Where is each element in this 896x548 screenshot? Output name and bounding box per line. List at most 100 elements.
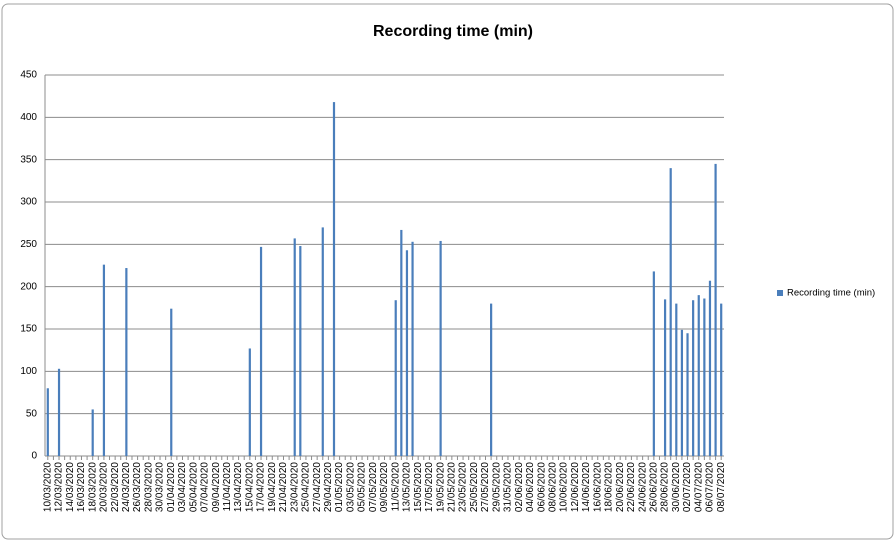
- bar: [697, 295, 700, 456]
- x-tick-label: 07/05/2020: [368, 462, 379, 512]
- bar: [490, 303, 493, 456]
- x-tick-label: 28/03/2020: [143, 462, 154, 512]
- x-tick-label: 08/07/2020: [716, 462, 727, 512]
- x-tick-label: 03/05/2020: [345, 462, 356, 512]
- x-tick-label: 02/07/2020: [682, 462, 693, 512]
- bar: [714, 163, 717, 456]
- bar: [708, 280, 712, 456]
- x-tick-label: 14/03/2020: [65, 462, 76, 512]
- x-tick-label: 19/04/2020: [267, 462, 278, 512]
- x-tick-label: 01/04/2020: [166, 462, 177, 512]
- x-tick-label: 08/06/2020: [547, 462, 558, 512]
- x-tick-label: 23/05/2020: [458, 462, 469, 512]
- x-tick-label: 11/05/2020: [390, 462, 401, 512]
- x-tick-label: 22/06/2020: [626, 462, 637, 512]
- bar: [332, 102, 336, 457]
- bar: [259, 246, 263, 456]
- bar: [293, 238, 296, 456]
- x-tick-label: 15/05/2020: [413, 462, 424, 512]
- bar: [680, 329, 684, 456]
- x-tick-label: 29/04/2020: [323, 462, 334, 512]
- x-tick-label: 17/05/2020: [424, 462, 435, 512]
- x-tick-label: 23/04/2020: [289, 462, 300, 512]
- bar: [405, 250, 409, 456]
- bar: [686, 333, 689, 456]
- x-tick-label: 18/06/2020: [604, 462, 615, 512]
- bar: [669, 168, 672, 456]
- bar: [411, 241, 414, 456]
- bar: [703, 298, 706, 456]
- y-tick-label: 300: [20, 197, 37, 208]
- y-tick-label: 100: [20, 366, 37, 377]
- x-tick-label: 24/06/2020: [637, 462, 648, 512]
- x-tick-label: 31/05/2020: [503, 462, 514, 512]
- x-tick-label: 13/04/2020: [233, 462, 244, 512]
- bar: [394, 300, 397, 456]
- x-tick-label: 22/03/2020: [110, 462, 121, 512]
- x-tick-label: 16/06/2020: [592, 462, 603, 512]
- x-tick-label: 26/06/2020: [648, 462, 659, 512]
- x-tick-label: 18/03/2020: [87, 462, 98, 512]
- x-tick-label: 07/04/2020: [200, 462, 211, 512]
- y-tick-label: 400: [20, 112, 37, 123]
- y-tick-label: 350: [20, 154, 37, 165]
- x-tick-label: 16/03/2020: [76, 462, 87, 512]
- bar: [439, 240, 442, 456]
- x-tick-label: 30/06/2020: [671, 462, 682, 512]
- bar: [675, 303, 678, 456]
- x-tick-label: 09/04/2020: [211, 462, 222, 512]
- bar: [321, 227, 324, 456]
- y-tick-label: 250: [20, 239, 37, 250]
- x-tick-label: 05/05/2020: [357, 462, 368, 512]
- bar: [46, 388, 49, 456]
- x-tick-label: 20/03/2020: [99, 462, 110, 512]
- x-tick-label: 10/06/2020: [559, 462, 570, 512]
- x-tick-label: 15/04/2020: [244, 462, 255, 512]
- x-tick-label: 20/06/2020: [615, 462, 626, 512]
- x-tick-label: 29/05/2020: [491, 462, 502, 512]
- bar: [400, 229, 403, 456]
- x-tick-label: 04/06/2020: [525, 462, 536, 512]
- x-tick-label: 27/04/2020: [312, 462, 323, 512]
- x-tick-label: 03/04/2020: [177, 462, 188, 512]
- x-tick-label: 28/06/2020: [660, 462, 671, 512]
- x-tick-label: 06/07/2020: [705, 462, 716, 512]
- x-tick-label: 26/03/2020: [132, 462, 143, 512]
- bar: [170, 308, 173, 456]
- x-tick-label: 19/05/2020: [435, 462, 446, 512]
- bar: [57, 368, 61, 456]
- bar: [692, 300, 695, 456]
- x-tick-label: 11/04/2020: [222, 462, 233, 512]
- x-tick-label: 25/05/2020: [469, 462, 480, 512]
- x-tick-label: 12/03/2020: [54, 462, 65, 512]
- bar: [248, 348, 251, 456]
- y-tick-label: 450: [20, 70, 37, 81]
- y-tick-label: 150: [20, 324, 37, 335]
- x-tick-label: 09/05/2020: [379, 462, 390, 512]
- bar: [102, 264, 106, 456]
- x-tick-label: 25/04/2020: [301, 462, 312, 512]
- x-tick-label: 21/04/2020: [278, 462, 289, 512]
- bar: [91, 409, 94, 456]
- y-tick-label: 0: [31, 451, 37, 462]
- x-tick-label: 01/05/2020: [334, 462, 345, 512]
- y-tick-label: 50: [26, 408, 38, 419]
- x-tick-label: 27/05/2020: [480, 462, 491, 512]
- x-tick-label: 10/03/2020: [42, 462, 53, 512]
- x-tick-label: 17/04/2020: [256, 462, 267, 512]
- y-tick-label: 200: [20, 281, 37, 292]
- x-tick-label: 02/06/2020: [514, 462, 525, 512]
- bar: [125, 268, 128, 456]
- x-tick-label: 14/06/2020: [581, 462, 592, 512]
- x-tick-label: 04/07/2020: [693, 462, 704, 512]
- bar: [299, 246, 302, 456]
- x-tick-label: 30/03/2020: [155, 462, 166, 512]
- x-tick-label: 12/06/2020: [570, 462, 581, 512]
- chart-title: Recording time (min): [373, 23, 533, 40]
- bar: [663, 299, 667, 456]
- x-tick-label: 06/06/2020: [536, 462, 547, 512]
- bar: [720, 303, 723, 456]
- legend-swatch: [777, 290, 783, 296]
- x-tick-label: 13/05/2020: [402, 462, 413, 512]
